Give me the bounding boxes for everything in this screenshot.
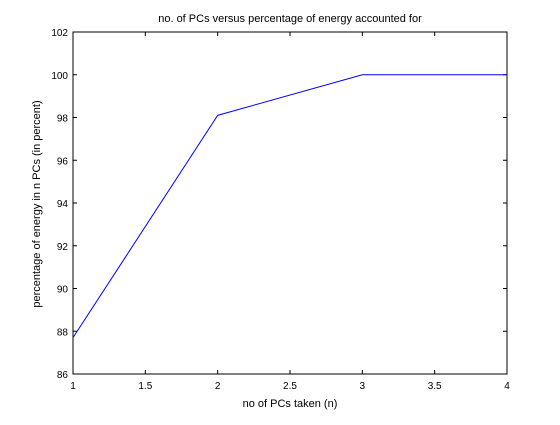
- x-tick-label: 3: [360, 381, 366, 392]
- y-tick-label: 94: [57, 199, 69, 210]
- x-tick-label: 1: [70, 381, 76, 392]
- y-tick-label: 96: [57, 156, 69, 167]
- y-tick-label: 90: [57, 285, 69, 296]
- x-tick-label: 2: [215, 381, 221, 392]
- y-tick-label: 98: [57, 114, 69, 125]
- chart-title: no. of PCs versus percentage of energy a…: [158, 13, 422, 25]
- x-axis-label: no of PCs taken (n): [243, 398, 338, 410]
- y-tick-label: 86: [57, 370, 69, 381]
- x-tick-label: 1.5: [138, 381, 152, 392]
- x-tick-label: 2.5: [283, 381, 297, 392]
- axes-box: [72, 31, 508, 375]
- series-line: [72, 74, 507, 338]
- x-tick-label: 4: [504, 381, 510, 392]
- y-tick-label: 88: [57, 327, 69, 338]
- y-tick-label: 92: [57, 242, 69, 253]
- x-tick-label: 3.5: [428, 381, 442, 392]
- y-axis-label: percentage of energy in n PCs (in percen…: [31, 100, 43, 307]
- y-tick-label: 100: [51, 71, 68, 82]
- y-tick-label: 102: [51, 28, 68, 39]
- plot-area: 1 1.5 2 2.5 3 3.5 4 86 88 90 92 94 96 98 100 102: [51, 28, 510, 392]
